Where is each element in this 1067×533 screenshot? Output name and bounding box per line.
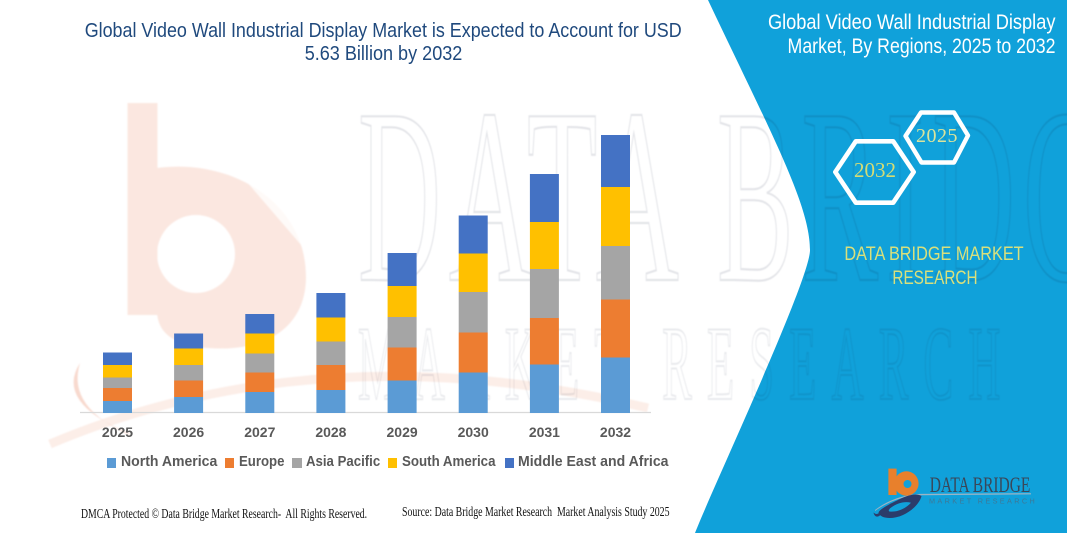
svg-text:MARKET RESEARCH: MARKET RESEARCH [929,497,1037,506]
svg-text:DATA BRIDGE: DATA BRIDGE [930,473,1031,497]
